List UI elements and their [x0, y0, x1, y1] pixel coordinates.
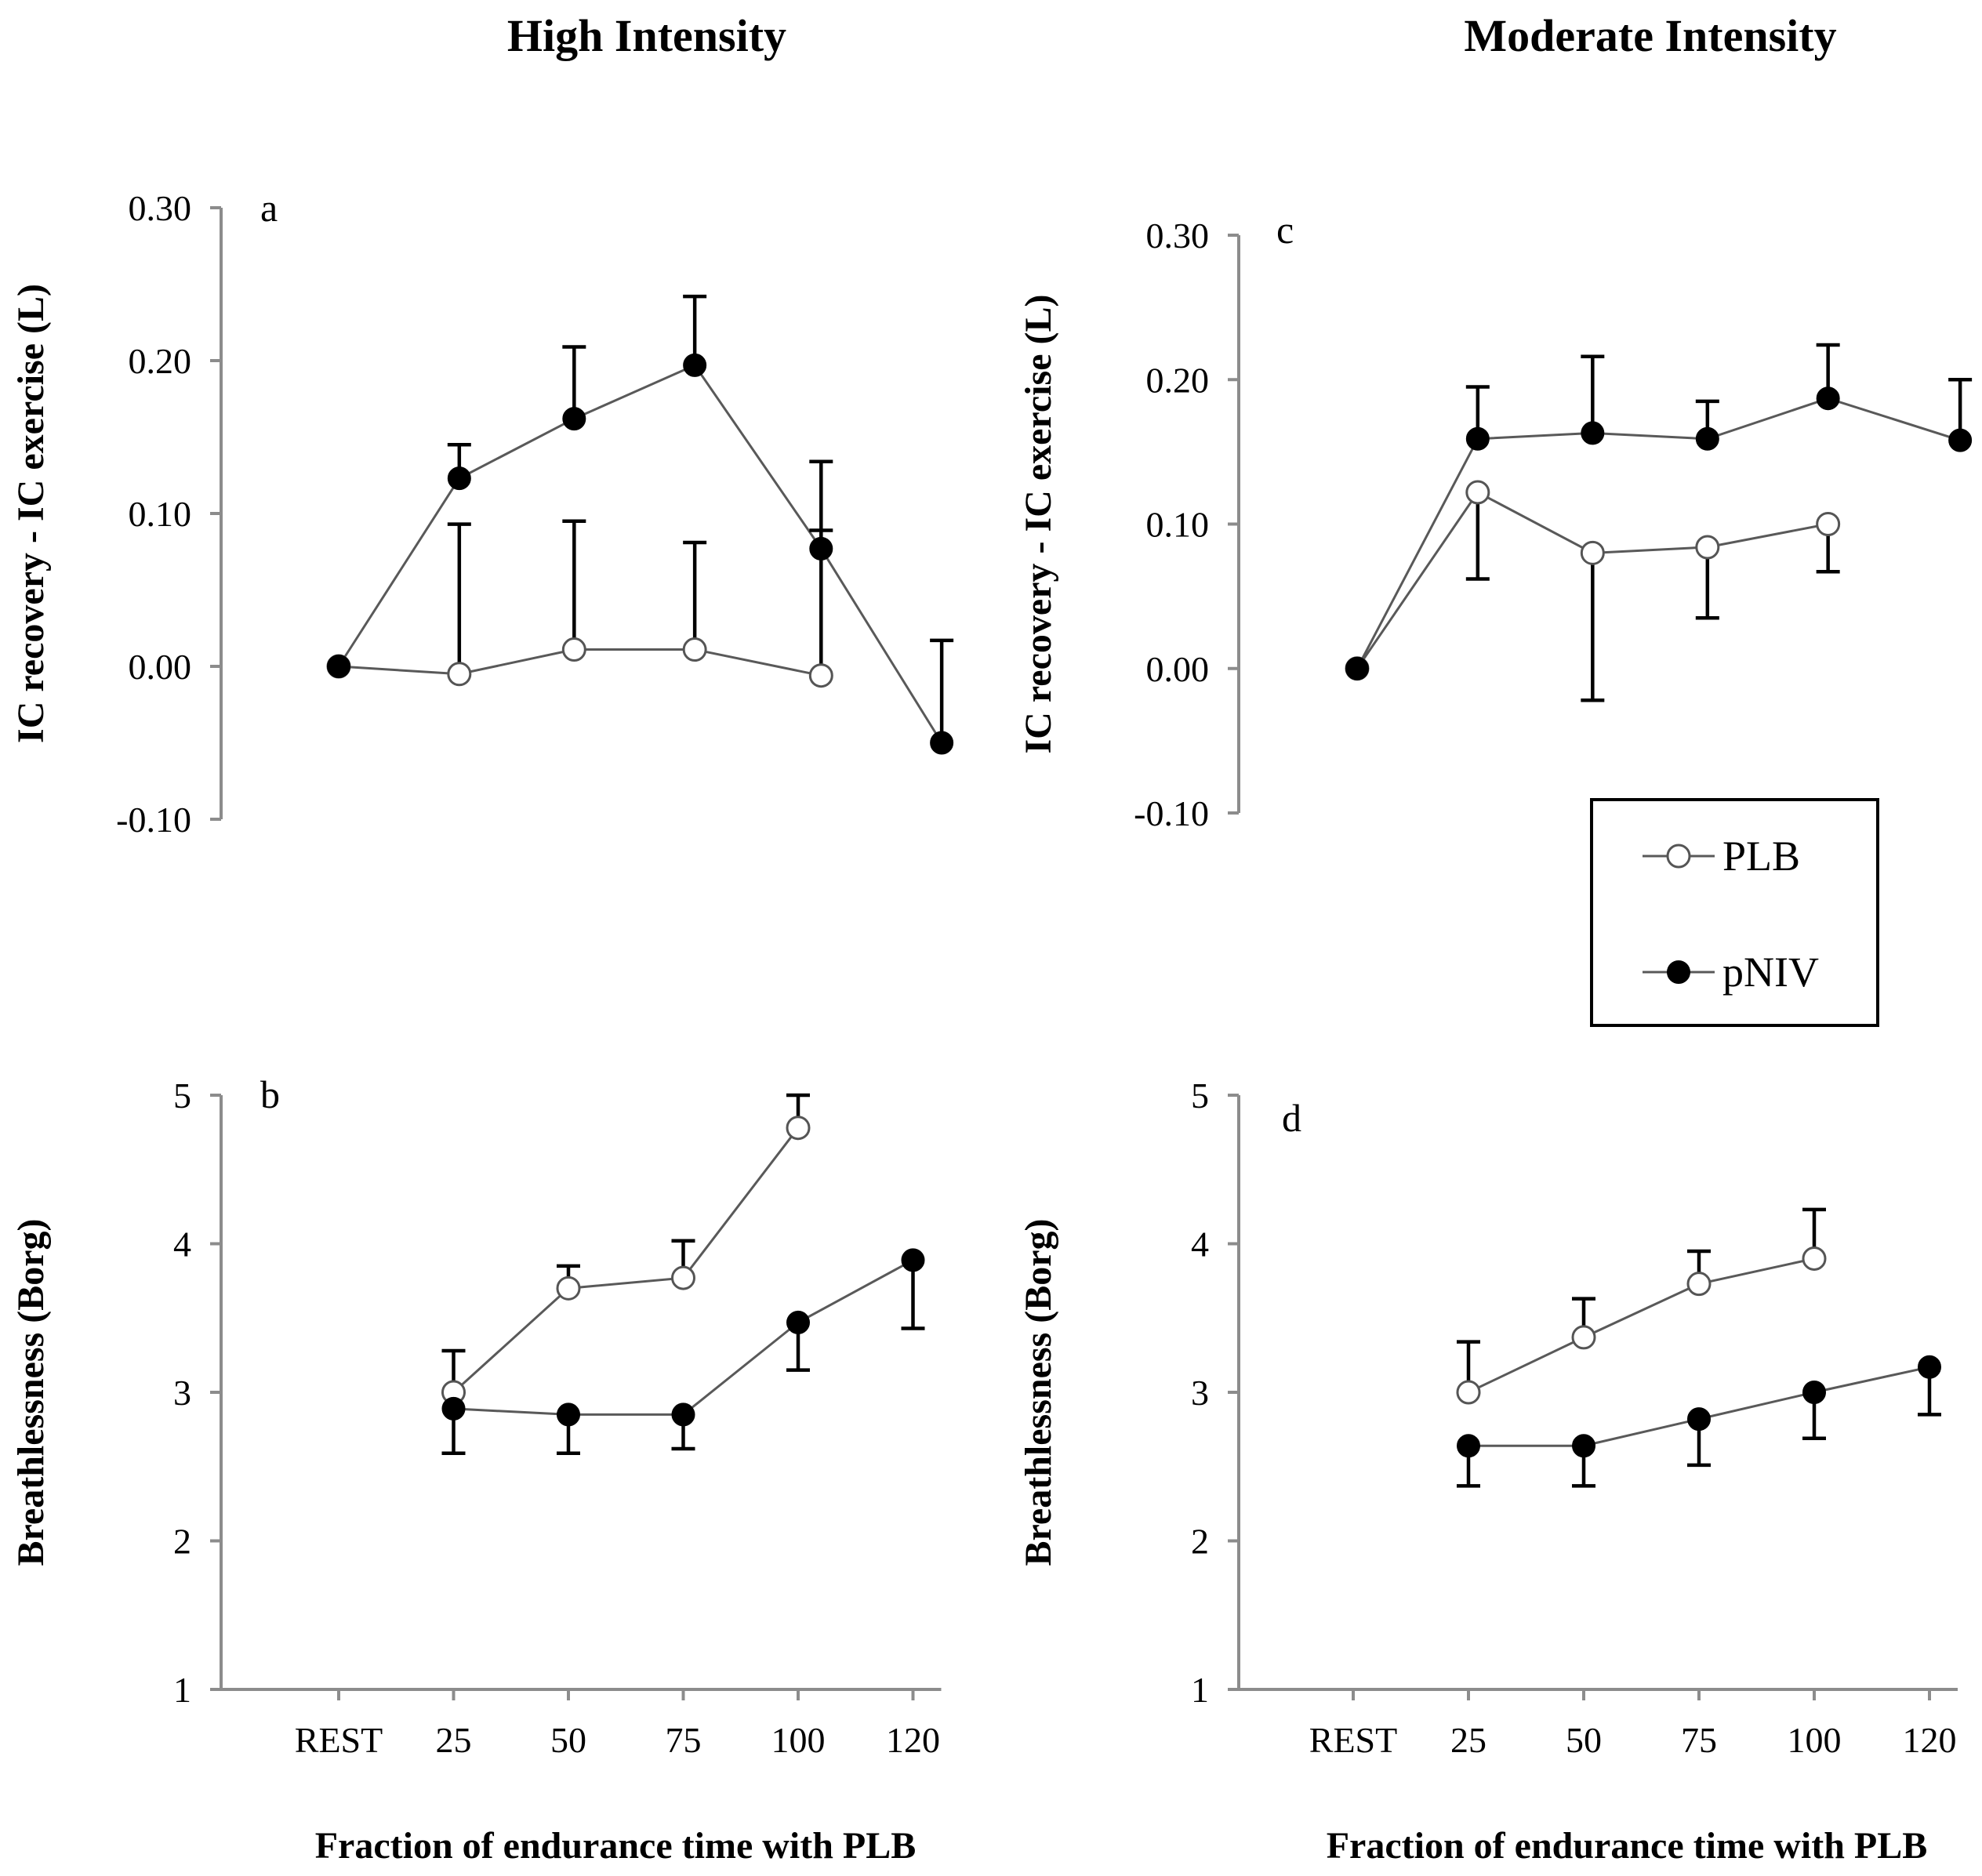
data-point-plb [1802, 1246, 1827, 1271]
data-point-pniv [671, 1402, 695, 1427]
y-tick-label: 0.30 [129, 188, 192, 228]
series-line-plb [1468, 1257, 1815, 1394]
data-point-plb [682, 637, 707, 662]
x-tick-label: 50 [1566, 1720, 1602, 1760]
y-tick-label: 2 [1191, 1522, 1209, 1562]
series-line-pniv [1356, 397, 1961, 669]
legend-label-pniv: pNIV [1722, 949, 1819, 996]
y-tick-label: 3 [173, 1373, 191, 1413]
y-tick-label: 0.10 [1146, 505, 1210, 545]
data-point-plb [1686, 1272, 1712, 1297]
data-point-pniv [1918, 1355, 1941, 1379]
data-point-plb [561, 637, 586, 662]
y-tick-label: 0.20 [129, 341, 192, 381]
data-point-pniv [1948, 428, 1973, 452]
panel-letter: b [260, 1072, 280, 1116]
y-tick-label: 0.20 [1146, 360, 1210, 400]
legend: PLB pNIV [1590, 798, 1879, 1027]
x-tick-label: 75 [1681, 1720, 1717, 1760]
y-tick-label: -0.10 [116, 800, 191, 840]
data-point-pniv [683, 353, 707, 377]
y-axis-title: Breathlessness (Borg) [1018, 1218, 1059, 1566]
data-point-pniv [1816, 386, 1840, 411]
data-point-pniv [447, 466, 471, 491]
data-point-plb [1816, 512, 1841, 536]
panel-letter: a [260, 186, 278, 230]
x-tick-label: 100 [771, 1720, 826, 1760]
y-tick-label: -0.10 [1134, 793, 1209, 833]
x-axis-title-right: Fraction of endurance time with PLB [1327, 1825, 1928, 1867]
data-point-plb [786, 1116, 811, 1141]
legend-label-plb: PLB [1722, 833, 1800, 880]
y-tick-label: 0.10 [129, 494, 192, 534]
data-point-plb [556, 1275, 581, 1301]
data-point-plb [1580, 540, 1605, 565]
data-point-pniv [562, 407, 586, 431]
legend-box [1590, 798, 1879, 1027]
data-point-pniv [441, 1396, 466, 1421]
y-axis-title: IC recovery - IC exercise (L) [10, 284, 52, 743]
data-point-pniv [786, 1310, 810, 1334]
y-tick-label: 5 [173, 1076, 191, 1116]
data-point-plb [1456, 1380, 1481, 1405]
data-point-pniv [1695, 426, 1719, 451]
x-tick-label: 50 [550, 1720, 586, 1760]
column-title-high-intensity: High Intensity [507, 10, 786, 61]
x-tick-label: 25 [1450, 1720, 1486, 1760]
data-point-plb [1465, 480, 1490, 505]
x-tick-label: REST [1309, 1720, 1397, 1760]
panel-letter: d [1282, 1096, 1301, 1140]
data-point-plb [447, 662, 472, 687]
series-line-pniv [337, 363, 943, 744]
x-tick-label: 25 [436, 1720, 472, 1760]
y-axis-title: IC recovery - IC exercise (L) [1018, 295, 1059, 754]
data-point-pniv [557, 1402, 580, 1427]
y-tick-label: 2 [173, 1522, 191, 1562]
x-tick-label: 120 [1903, 1720, 1957, 1760]
x-tick-label: 100 [1788, 1720, 1842, 1760]
panel-b: 1 2 3 4 5 REST 25 50 75 100 120 b Breathlessness (Bo… [10, 1072, 942, 1760]
data-point-pniv [901, 1248, 925, 1272]
data-point-pniv [930, 731, 954, 755]
data-point-plb [1695, 535, 1720, 560]
panel-a: -0.10 0.00 0.10 0.20 0.30 a IC recovery - IC e… [10, 186, 954, 840]
y-tick-label: 3 [1191, 1373, 1209, 1413]
y-tick-label: 0.00 [129, 647, 192, 687]
x-tick-label: REST [295, 1720, 383, 1760]
data-point-pniv [1572, 1434, 1595, 1458]
y-tick-label: 0.30 [1146, 216, 1210, 256]
y-tick-label: 5 [1191, 1076, 1209, 1116]
panel-letter: c [1276, 208, 1294, 252]
data-point-pniv [809, 536, 833, 561]
x-axis-title-left: Fraction of endurance time with PLB [315, 1825, 917, 1867]
legend-marker-pniv [1667, 960, 1690, 984]
y-tick-label: 1 [173, 1670, 191, 1710]
y-axis-title: Breathlessness (Borg) [10, 1218, 52, 1566]
data-point-pniv [1581, 421, 1605, 445]
data-point-plb [1571, 1325, 1596, 1350]
y-tick-label: 4 [173, 1225, 191, 1265]
panel-c: -0.10 0.00 0.10 0.20 0.30 c IC recovery - IC e… [1018, 208, 1973, 833]
panel-d: 1 2 3 4 5 REST 25 50 75 100 120 d Breathlessness (Bo… [1018, 1076, 1958, 1760]
data-point-pniv [1457, 1434, 1480, 1458]
x-tick-label: 75 [666, 1720, 702, 1760]
y-tick-label: 1 [1191, 1670, 1209, 1710]
data-point-pniv [1802, 1381, 1826, 1404]
column-title-moderate-intensity: Moderate Intensity [1464, 10, 1836, 61]
data-point-pniv [1687, 1407, 1711, 1431]
data-point-pniv [1465, 426, 1490, 451]
y-tick-label: 0.00 [1146, 649, 1210, 689]
y-tick-label: 4 [1191, 1225, 1209, 1265]
data-point-pniv [1345, 656, 1369, 680]
series-line-plb [452, 1127, 800, 1394]
data-point-plb [671, 1265, 695, 1290]
x-tick-label: 120 [886, 1720, 940, 1760]
legend-marker-plb [1666, 844, 1691, 869]
data-point-pniv [327, 655, 350, 678]
data-point-plb [808, 663, 833, 688]
